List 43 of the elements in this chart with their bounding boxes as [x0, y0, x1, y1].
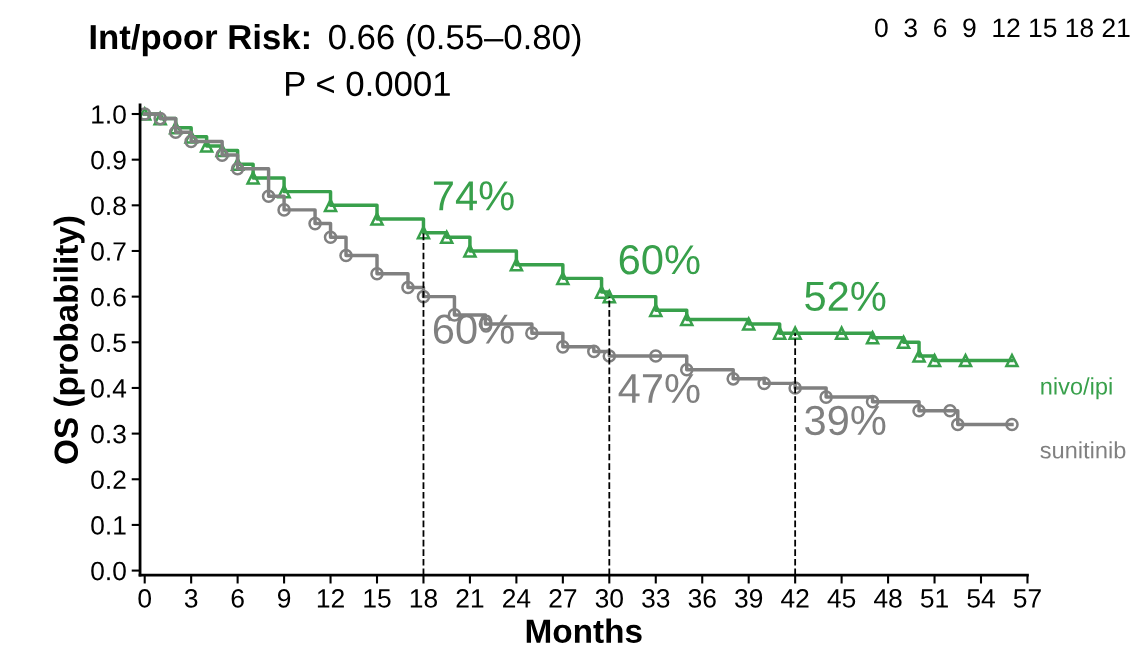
x-tick-label: 3: [184, 589, 198, 608]
series-label: nivo/ipi: [1041, 377, 1112, 400]
x-tick-label: 57: [1013, 589, 1041, 608]
x-tick-label: 27: [549, 589, 577, 608]
x-tick-label: 48: [874, 589, 902, 608]
x-tick-label: 33: [642, 589, 670, 608]
y-tick-label: 0.5: [91, 333, 126, 353]
series-label: sunitinib: [1040, 441, 1126, 459]
annotation: 47%: [618, 373, 700, 404]
y-axis-title: OS (probability): [53, 216, 85, 464]
text: 0 3 6 9 12 15 18 21: [875, 18, 1130, 38]
chart-title: Int/poor Risk: 0.66 (0.55–0.80): [90, 23, 581, 57]
x-tick-label: 42: [781, 589, 809, 608]
x-tick-label: 12: [317, 589, 344, 608]
x-tick-label: 0: [138, 589, 152, 608]
x-tick-label: 6: [231, 589, 244, 608]
x-tick-label: 15: [364, 589, 391, 608]
y-tick-label: 0.2: [91, 470, 126, 490]
annotation: 52%: [805, 281, 886, 312]
y-tick-label: 1.0: [92, 105, 126, 124]
annotation: 60%: [619, 245, 700, 275]
y-tick-label: 0.6: [91, 287, 126, 307]
y-tick-label: 0.9: [91, 150, 126, 170]
y-tick-label: 0.8: [91, 196, 126, 216]
x-tick-label: 36: [688, 589, 716, 608]
y-tick-label: 0.1: [91, 516, 126, 535]
y-tick-label: 0.3: [91, 424, 126, 444]
chart-subtitle: P < 0.0001: [286, 71, 450, 97]
x-tick-label: 18: [410, 589, 437, 608]
x-tick-label: 9: [277, 589, 291, 608]
annotation: 74%: [433, 181, 514, 211]
x-tick-label: 51: [920, 589, 948, 608]
x-tick-label: 21: [456, 589, 484, 608]
x-axis-title: Months: [526, 618, 642, 643]
x-tick-label: 30: [595, 589, 623, 608]
y-tick-label: 0.0: [91, 561, 126, 581]
x-tick-label: 54: [967, 589, 995, 608]
annotation: 39%: [805, 405, 886, 436]
y-tick-label: 0.7: [91, 242, 126, 261]
x-tick-label: 24: [503, 589, 531, 608]
y-tick-label: 0.4: [91, 379, 127, 398]
x-tick-label: 39: [735, 589, 763, 608]
x-tick-label: 45: [827, 589, 856, 608]
